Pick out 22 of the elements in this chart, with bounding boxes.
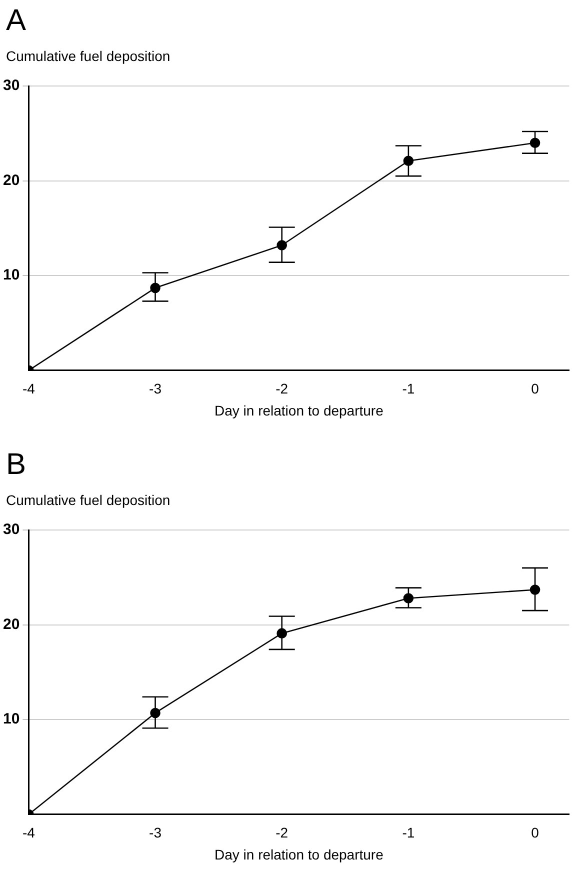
x-tick-label: -3 <box>149 824 162 841</box>
y-tick-label: 30 <box>2 521 20 538</box>
y-axis-title: Cumulative fuel deposition <box>6 48 170 64</box>
x-tick-label: -2 <box>276 380 288 397</box>
chart-title: B <box>6 448 26 482</box>
y-tick-label: 10 <box>2 266 20 284</box>
y-tick-label: 10 <box>2 710 20 728</box>
x-tick-label: -4 <box>22 380 36 397</box>
x-tick-label: -3 <box>149 380 162 397</box>
x-tick-label: -1 <box>402 824 415 841</box>
x-axis-title: Day in relation to departure <box>214 402 384 418</box>
y-tick-label: 20 <box>2 172 20 189</box>
x-tick-label: -2 <box>276 824 288 841</box>
y-axis-title: Cumulative fuel deposition <box>6 492 170 508</box>
x-axis-title: Day in relation to departure <box>214 846 384 862</box>
x-tick-label: -1 <box>402 380 415 397</box>
x-tick-label: -4 <box>22 824 36 841</box>
y-tick-label: 30 <box>2 77 20 94</box>
x-tick-label: 0 <box>531 380 540 397</box>
chart-title: A <box>6 4 26 38</box>
x-tick-label: 0 <box>531 824 540 841</box>
y-tick-label: 20 <box>2 616 20 633</box>
